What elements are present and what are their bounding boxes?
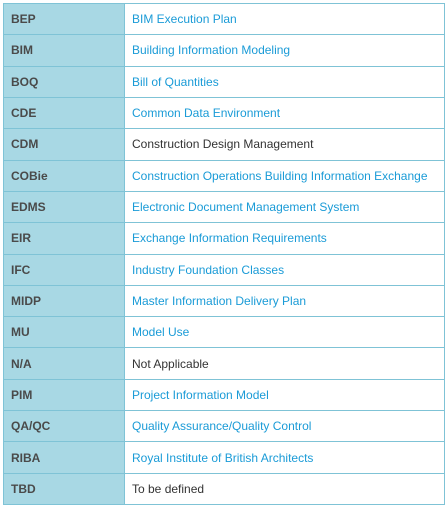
abbreviation-cell: N/A [3,347,125,380]
table-row: PIM Project Information Model [3,378,445,412]
term-link[interactable]: Industry Foundation Classes [124,253,445,286]
table-row: CDM Construction Design Management [3,128,445,161]
table-row: BIM Building Information Modeling [3,34,445,67]
table-row: RIBA Royal Institute of British Architect… [3,441,445,474]
abbreviation-cell: BOQ [3,65,125,98]
abbreviation-cell: BEP [3,2,125,36]
abbreviation-cell: IFC [3,253,125,286]
abbreviation-cell: EIR [3,222,125,255]
term-link[interactable]: Construction Operations Building Informa… [124,159,445,192]
term-link[interactable]: Project Information Model [124,378,445,412]
term-cell: Not Applicable [124,347,445,380]
table-row: MIDP Master Information Delivery Plan [3,284,445,318]
abbreviation-cell: COBie [3,159,125,192]
table-row: EDMS Electronic Document Management Syste… [3,190,445,224]
abbreviation-cell: BIM [3,34,125,67]
abbreviation-cell: MU [3,316,125,349]
term-link[interactable]: Model Use [124,316,445,349]
term-link[interactable]: Master Information Delivery Plan [124,284,445,318]
term-cell: To be defined [124,472,445,506]
table-row: BEP BIM Execution Plan [3,2,445,36]
term-cell: Construction Design Management [124,128,445,161]
abbreviation-cell: MIDP [3,284,125,318]
abbreviation-cell: CDM [3,128,125,161]
abbreviation-cell: QA/QC [3,410,125,443]
abbreviation-cell: EDMS [3,190,125,224]
table-row: COBie Construction Operations Building In… [3,159,445,192]
table-row: QA/QC Quality Assurance/Quality Control [3,410,445,443]
abbreviations-table: BEP BIM Execution Plan BIM Building Informa… [3,2,445,506]
abbreviations-table-body: BEP BIM Execution Plan BIM Building Informa… [3,2,445,506]
abbreviation-cell: PIM [3,378,125,412]
term-link[interactable]: BIM Execution Plan [124,2,445,36]
table-row: N/A Not Applicable [3,347,445,380]
abbreviation-cell: RIBA [3,441,125,474]
abbreviation-cell: TBD [3,472,125,506]
table-row: IFC Industry Foundation Classes [3,253,445,286]
table-row: TBD To be defined [3,472,445,506]
table-row: EIR Exchange Information Requirements [3,222,445,255]
table-row: CDE Common Data Environment [3,96,445,130]
term-link[interactable]: Exchange Information Requirements [124,222,445,255]
table-row: MU Model Use [3,316,445,349]
term-link[interactable]: Electronic Document Management System [124,190,445,224]
term-link[interactable]: Quality Assurance/Quality Control [124,410,445,443]
table-row: BOQ Bill of Quantities [3,65,445,98]
abbreviation-cell: CDE [3,96,125,130]
term-link[interactable]: Royal Institute of British Architects [124,441,445,474]
term-link[interactable]: Common Data Environment [124,96,445,130]
term-link[interactable]: Building Information Modeling [124,34,445,67]
term-link[interactable]: Bill of Quantities [124,65,445,98]
